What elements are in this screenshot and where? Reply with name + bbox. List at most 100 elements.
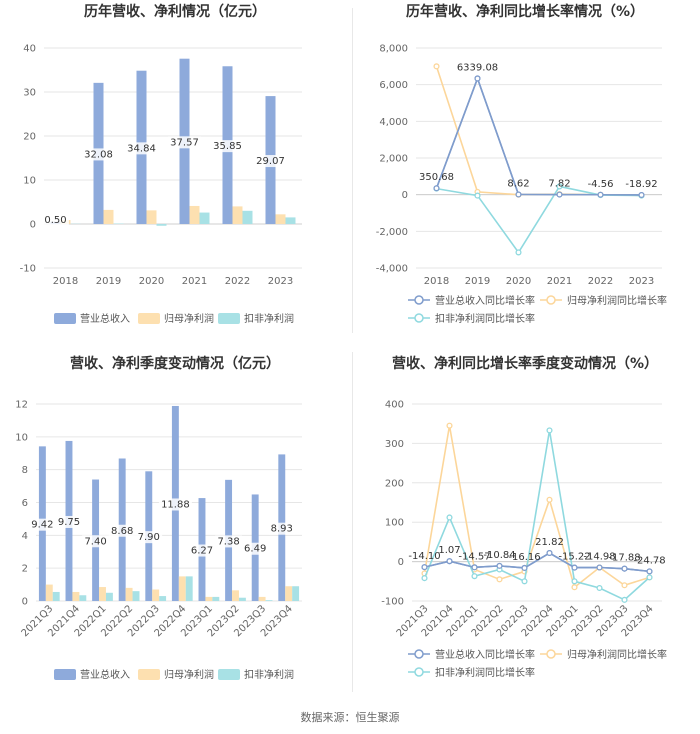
series-point bbox=[446, 422, 453, 429]
x-tick-label: 2023 bbox=[268, 276, 293, 287]
series-point bbox=[515, 249, 522, 256]
data-label: 35.85 bbox=[213, 141, 242, 152]
annual-growth-chart: 历年营收、净利同比增长率情况（%） -4,000 -2,000 0 2,000 4,000… bbox=[350, 0, 700, 350]
x-tick-label: 2022 bbox=[225, 276, 250, 287]
data-label-bg bbox=[241, 542, 269, 555]
chart-title: 营收、净利同比增长率季度变动情况（%） bbox=[392, 355, 658, 372]
bar bbox=[285, 217, 296, 224]
y-tick-label: -4,000 bbox=[376, 264, 408, 275]
x-tick-label: 2020 bbox=[139, 276, 164, 287]
y-tick-label: 10 bbox=[23, 176, 36, 187]
series-point bbox=[546, 496, 553, 503]
series-point bbox=[597, 191, 604, 198]
data-label-bg bbox=[168, 136, 201, 149]
data-label: -18.92 bbox=[625, 179, 657, 190]
panel-divider-top bbox=[352, 8, 353, 333]
bar bbox=[103, 209, 114, 224]
legend-label: 营业总收入 bbox=[80, 668, 130, 681]
bar bbox=[238, 597, 246, 601]
data-label: 37.57 bbox=[170, 137, 199, 148]
legend-swatch bbox=[54, 669, 76, 680]
x-tick-label: 2019 bbox=[465, 276, 490, 287]
series-point bbox=[496, 562, 503, 569]
series-point bbox=[571, 564, 578, 571]
y-tick-label: 2,000 bbox=[379, 154, 408, 165]
legend-marker bbox=[546, 649, 556, 659]
series-point bbox=[621, 596, 628, 603]
y-tick-label: 40 bbox=[23, 44, 36, 55]
data-label: 29.07 bbox=[256, 156, 285, 167]
y-tick-label: 0 bbox=[398, 557, 404, 568]
y-tick-label: 10 bbox=[15, 432, 28, 443]
data-label: -4.56 bbox=[588, 179, 614, 190]
legend-label: 归母净利润 bbox=[164, 668, 214, 681]
series-point bbox=[621, 582, 628, 589]
data-label: 8.62 bbox=[507, 179, 529, 190]
series-point bbox=[546, 549, 553, 557]
y-tick-label: 6 bbox=[22, 498, 28, 509]
x-tick-label: 2021 bbox=[182, 276, 207, 287]
series-point bbox=[638, 191, 645, 199]
data-label: -15.22 bbox=[558, 552, 590, 563]
series-point bbox=[471, 573, 478, 580]
series-line bbox=[424, 552, 650, 573]
series-point bbox=[474, 75, 481, 82]
legend-swatch bbox=[218, 313, 240, 324]
data-label: -24.78 bbox=[633, 555, 665, 566]
series-point bbox=[556, 183, 563, 190]
y-tick-label: 200 bbox=[385, 478, 404, 489]
data-label: -14.98 bbox=[583, 552, 615, 563]
y-tick-label: 30 bbox=[23, 88, 36, 99]
bar bbox=[146, 210, 157, 224]
y-tick-label: 100 bbox=[385, 518, 404, 529]
data-label-bg bbox=[82, 535, 109, 548]
legend-marker bbox=[414, 649, 424, 659]
legend-label: 营业总收入 bbox=[80, 312, 130, 325]
series-point bbox=[646, 568, 653, 575]
legend-swatch bbox=[138, 669, 160, 680]
bar bbox=[152, 589, 160, 601]
data-label: 11.88 bbox=[161, 499, 190, 510]
series-point bbox=[433, 63, 440, 70]
data-label: 9.75 bbox=[58, 517, 80, 528]
y-tick-label: 4,000 bbox=[379, 117, 408, 128]
data-label: 7.90 bbox=[138, 532, 160, 543]
y-tick-label: 300 bbox=[385, 439, 404, 450]
legend-label: 营业总收入同比增长率 bbox=[435, 648, 535, 661]
legend-label: 扣非净利润 bbox=[244, 668, 294, 681]
series-point bbox=[471, 564, 478, 571]
data-label: -10.84 bbox=[483, 550, 515, 561]
data-label-bg bbox=[215, 535, 242, 548]
bar bbox=[185, 576, 193, 601]
legend-marker bbox=[414, 313, 424, 323]
quarterly-growth-svg: 营收、净利同比增长率季度变动情况（%）-10001002003004002021… bbox=[381, 355, 667, 679]
data-label-bg bbox=[158, 498, 192, 511]
series-point bbox=[446, 514, 453, 521]
panel-divider-bottom bbox=[352, 352, 353, 692]
y-tick-label: 20 bbox=[23, 132, 36, 143]
series-point bbox=[421, 575, 428, 582]
data-label: 7.82 bbox=[548, 179, 570, 190]
data-label: 6.27 bbox=[191, 546, 213, 557]
bar bbox=[258, 596, 266, 601]
data-label: 6339.08 bbox=[457, 62, 498, 73]
bar bbox=[232, 590, 239, 601]
annual-growth-svg: 历年营收、净利同比增长率情况（%） -4,000 -2,000 0 2,000 4,000… bbox=[376, 3, 667, 325]
source-note: 数据来源：恒生聚源 bbox=[300, 711, 400, 724]
legend-label: 营业总收入同比增长率 bbox=[435, 294, 535, 307]
data-label: 8.68 bbox=[111, 526, 133, 537]
bar bbox=[99, 587, 106, 601]
data-label: 8.93 bbox=[271, 524, 293, 535]
series-point bbox=[596, 564, 603, 571]
data-label-bg bbox=[268, 522, 296, 535]
y-tick-label: -2,000 bbox=[376, 227, 408, 238]
bar bbox=[212, 596, 220, 601]
x-tick-label: 2023 bbox=[629, 276, 654, 287]
data-label: 6.49 bbox=[244, 544, 266, 555]
series-point bbox=[421, 564, 428, 571]
x-tick-label: 2021 bbox=[547, 276, 572, 287]
series-point bbox=[521, 564, 528, 572]
data-label: 0.50 bbox=[44, 215, 66, 226]
bar bbox=[242, 210, 253, 224]
legend-label: 归母净利润同比增长率 bbox=[567, 648, 667, 661]
